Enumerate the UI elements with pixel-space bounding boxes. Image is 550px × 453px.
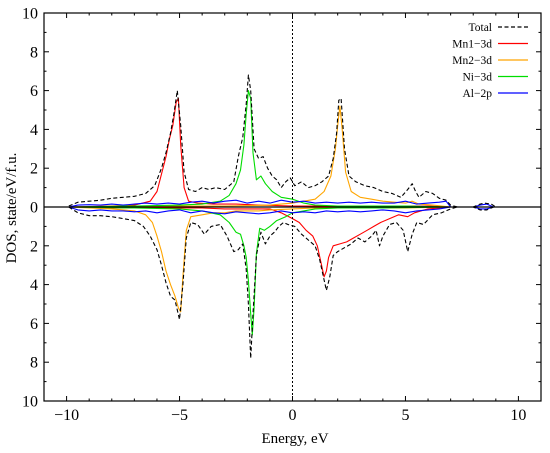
y-tick-label: 6 bbox=[30, 316, 38, 333]
series-line-total-spin-up bbox=[68, 74, 497, 208]
legend-label: Total bbox=[469, 22, 492, 34]
x-tick-label: −10 bbox=[54, 407, 79, 424]
y-tick-label: 8 bbox=[30, 355, 38, 372]
x-tick-label: 10 bbox=[510, 407, 526, 424]
legend-label: Mn1−3d bbox=[452, 39, 492, 51]
series-line-mn1-3d-spin-up bbox=[68, 97, 451, 208]
x-axis-title: Energy, eV bbox=[261, 431, 328, 447]
y-tick-label: 10 bbox=[22, 394, 38, 411]
legend: Total Mn1−3d Mn2−3d Ni−3d Al−2p bbox=[452, 22, 528, 100]
series-line-al-2p-spin-down bbox=[68, 206, 494, 215]
y-axis-title: DOS, state/eV/f.u. bbox=[4, 153, 20, 264]
series-line-ni-3d-spin-down bbox=[68, 206, 451, 336]
legend-label: Ni−3d bbox=[463, 72, 493, 84]
x-tick-label: −5 bbox=[171, 407, 188, 424]
y-tick-label: 4 bbox=[30, 277, 38, 294]
y-tick-label: 6 bbox=[30, 83, 38, 100]
y-tick-label: 2 bbox=[30, 161, 38, 178]
x-tick-label: 5 bbox=[401, 407, 409, 424]
series-layer bbox=[68, 74, 497, 359]
y-tick-label: 0 bbox=[30, 200, 38, 217]
axes-layer: −10 −5 0 5 10 10 8 6 4 2 0 2 4 6 8 10 bbox=[22, 6, 542, 424]
series-line-mn1-3d-spin-down bbox=[68, 206, 451, 278]
x-tick-label: 0 bbox=[289, 407, 297, 424]
series-line-ni-3d-spin-up bbox=[68, 90, 451, 208]
legend-label: Mn2−3d bbox=[452, 55, 492, 67]
y-tick-label: 10 bbox=[22, 6, 38, 23]
series-line-al-2p-spin-up bbox=[68, 199, 494, 208]
series-line-total-spin-down bbox=[68, 206, 494, 359]
y-tick-label: 2 bbox=[30, 238, 38, 255]
legend-label: Al−2p bbox=[463, 88, 493, 100]
series-line-mn2-3d-spin-down bbox=[68, 206, 451, 313]
y-tick-label: 4 bbox=[30, 122, 38, 139]
series-line-mn2-3d-spin-up bbox=[68, 105, 451, 208]
y-tick-label: 8 bbox=[30, 44, 38, 61]
